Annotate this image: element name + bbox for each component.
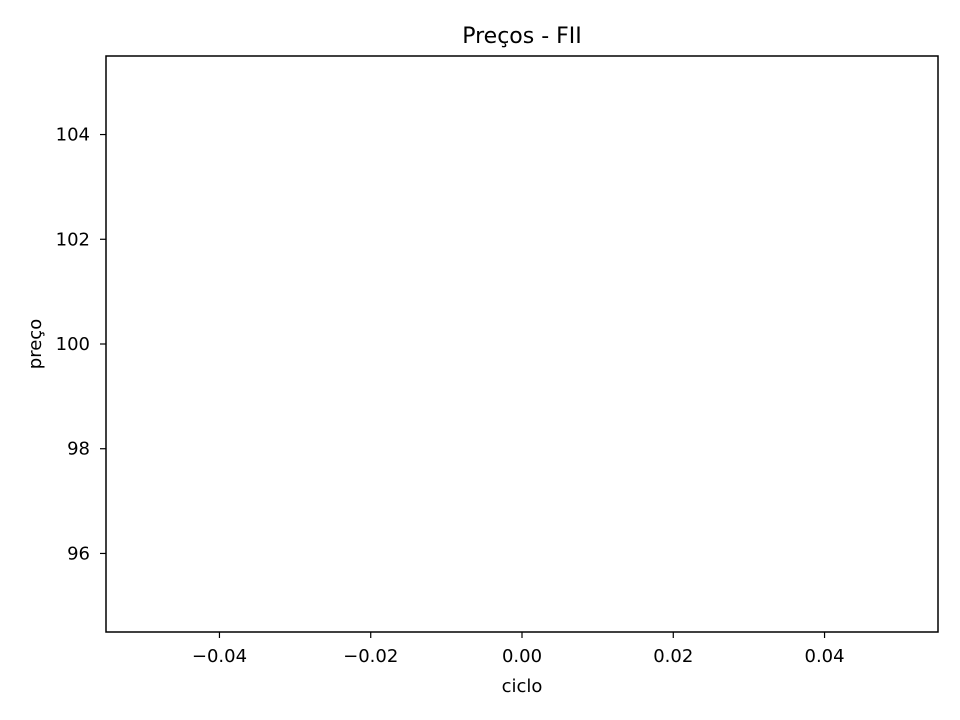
- y-axis-label: preço: [25, 319, 46, 369]
- x-tick-label: 0.04: [805, 646, 845, 667]
- y-axis: 96 98 100 102 104: [56, 125, 106, 564]
- y-tick-label: 96: [67, 543, 90, 564]
- y-tick-label: 98: [67, 439, 90, 460]
- x-axis: −0.04 −0.02 0.00 0.02 0.04: [192, 632, 845, 667]
- y-tick-label: 100: [56, 334, 90, 355]
- y-tick-label: 102: [56, 229, 90, 250]
- plot-area: [105, 55, 939, 633]
- x-tick-label: −0.04: [192, 646, 247, 667]
- x-tick-label: 0.02: [653, 646, 693, 667]
- chart-title: Preços - FII: [462, 24, 582, 49]
- y-tick-label: 104: [56, 125, 90, 146]
- x-tick-label: −0.02: [343, 646, 398, 667]
- x-axis-label: ciclo: [502, 676, 543, 697]
- x-tick-label: 0.00: [502, 646, 542, 667]
